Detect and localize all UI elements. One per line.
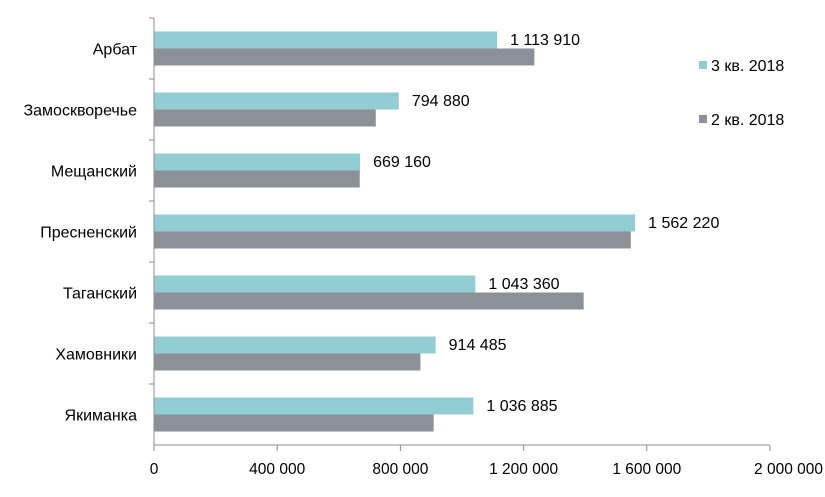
data-label-series0-cat1: 794 880 [412, 93, 470, 110]
category-label-cat2: Мещанский [51, 164, 137, 181]
bar-series1-cat6 [154, 414, 434, 432]
x-tick-label-1: 400 000 [249, 461, 305, 478]
labels-group: Арбат 1 113 910 Замоскворечье 794 880 Мещанс… [23, 32, 823, 478]
data-label-series0-cat5: 914 485 [449, 337, 507, 354]
data-label-series0-cat2: 669 160 [373, 154, 431, 171]
legend-label-series1: 2 кв. 2018 [711, 112, 784, 129]
bar-series1-cat5 [154, 353, 421, 371]
bar-series0-cat5 [154, 336, 436, 354]
x-tick-label-4: 1 600 000 [612, 461, 681, 478]
legend-label-series0: 3 кв. 2018 [711, 58, 784, 75]
x-tick-label-0: 0 [150, 461, 159, 478]
data-label-series0-cat6: 1 036 885 [486, 398, 557, 415]
axes-group [149, 17, 771, 451]
category-label-cat1: Замоскворечье [23, 103, 137, 120]
data-label-series0-cat0: 1 113 910 [510, 32, 580, 49]
legend: 3 кв. 2018 2 кв. 2018 [699, 58, 784, 129]
x-tick-label-3: 1 200 000 [489, 461, 558, 478]
legend-swatch-series1 [699, 115, 707, 123]
x-tick-label-2: 800 000 [372, 461, 428, 478]
bar-series0-cat1 [154, 92, 399, 110]
bar-series0-cat4 [154, 275, 476, 293]
bar-series0-cat0 [154, 31, 498, 49]
bar-series0-cat2 [154, 153, 361, 171]
bar-series1-cat3 [154, 231, 631, 249]
category-label-cat3: Пресненский [40, 225, 137, 242]
legend-swatch-series0 [699, 61, 707, 69]
bars-group [154, 31, 636, 432]
category-label-cat5: Хамовники [55, 347, 137, 364]
category-label-cat6: Якиманка [65, 408, 138, 425]
bar-series1-cat4 [154, 292, 584, 310]
bar-series1-cat2 [154, 170, 360, 188]
bar-series0-cat6 [154, 397, 474, 415]
data-label-series0-cat4: 1 043 360 [488, 276, 559, 293]
x-tick-label-5: 2 000 000 [754, 461, 823, 478]
category-label-cat4: Таганский [63, 286, 137, 303]
category-label-cat0: Арбат [93, 42, 138, 59]
bar-series1-cat1 [154, 109, 376, 127]
bar-series1-cat0 [154, 48, 535, 66]
data-label-series0-cat3: 1 562 220 [648, 215, 719, 232]
bar-series0-cat3 [154, 214, 636, 232]
